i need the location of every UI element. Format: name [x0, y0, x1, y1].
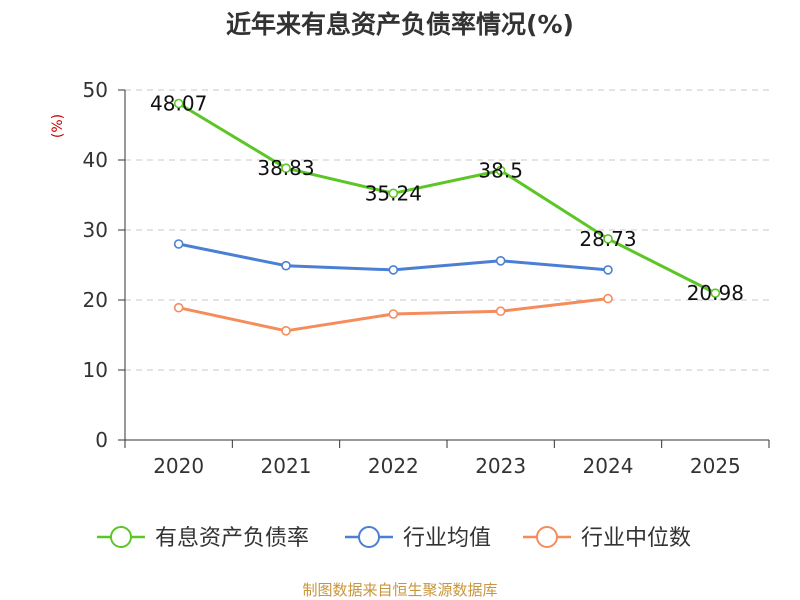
- y-axis-label: (%): [50, 114, 66, 138]
- legend-marker: [536, 526, 558, 548]
- data-point: [388, 188, 399, 199]
- series-line-0: [177, 102, 717, 295]
- y-tick-label: 20: [83, 288, 108, 312]
- data-point: [281, 163, 291, 173]
- data-point: [281, 325, 291, 336]
- data-label: 48.07: [150, 92, 207, 116]
- data-labels: 48.07 38.83 35.24 38.5 28.73 20.98: [150, 92, 744, 306]
- data-point: [388, 309, 399, 319]
- data-label: 38.5: [478, 159, 523, 183]
- data-point: [495, 306, 506, 317]
- legend-marker: [358, 526, 380, 548]
- data-point: [173, 239, 184, 249]
- y-tick-label: 40: [83, 148, 108, 172]
- data-label: 35.24: [365, 181, 422, 205]
- data-point: [281, 260, 291, 271]
- legend-marker: [110, 526, 132, 548]
- data-point: [603, 265, 613, 275]
- data-point: [603, 293, 613, 304]
- y-tick-label: 10: [83, 358, 108, 382]
- legend-item-label: 行业中位数: [581, 526, 691, 551]
- series-layer: [173, 98, 721, 336]
- chart-title: 近年来有息资产负债率情况(%): [226, 10, 574, 39]
- x-tick-label: 2024: [583, 454, 634, 478]
- x-tick-label: 2022: [368, 454, 419, 478]
- data-point: [495, 165, 506, 176]
- x-tick-label: 2020: [153, 454, 204, 478]
- legend[interactable]: 有息资产负债率 行业均值 行业中位数: [97, 526, 691, 551]
- data-point: [173, 98, 184, 109]
- x-tick-label: 2023: [475, 454, 526, 478]
- x-tick-label: 2025: [690, 454, 741, 478]
- legend-item-label: 行业均值: [403, 526, 491, 551]
- axes: 0 10 20 30 40 50 2020 2021 2022 2023 2024 2025: [83, 78, 770, 478]
- data-point: [495, 255, 506, 266]
- data-point: [388, 265, 399, 275]
- data-point: [173, 302, 184, 313]
- data-point: [603, 234, 613, 244]
- data-label: 28.73: [579, 227, 636, 251]
- x-tick-label: 2021: [261, 454, 312, 478]
- data-label: 20.98: [687, 281, 744, 305]
- legend-item-label: 有息资产负债率: [155, 526, 309, 551]
- data-point: [710, 288, 721, 298]
- y-tick-label: 0: [95, 428, 108, 452]
- y-tick-label: 50: [83, 78, 108, 102]
- data-label: 38.83: [257, 156, 314, 180]
- source-note: 制图数据来自恒生聚源数据库: [302, 581, 497, 599]
- grid-lines: [125, 89, 769, 371]
- y-tick-label: 30: [83, 218, 108, 242]
